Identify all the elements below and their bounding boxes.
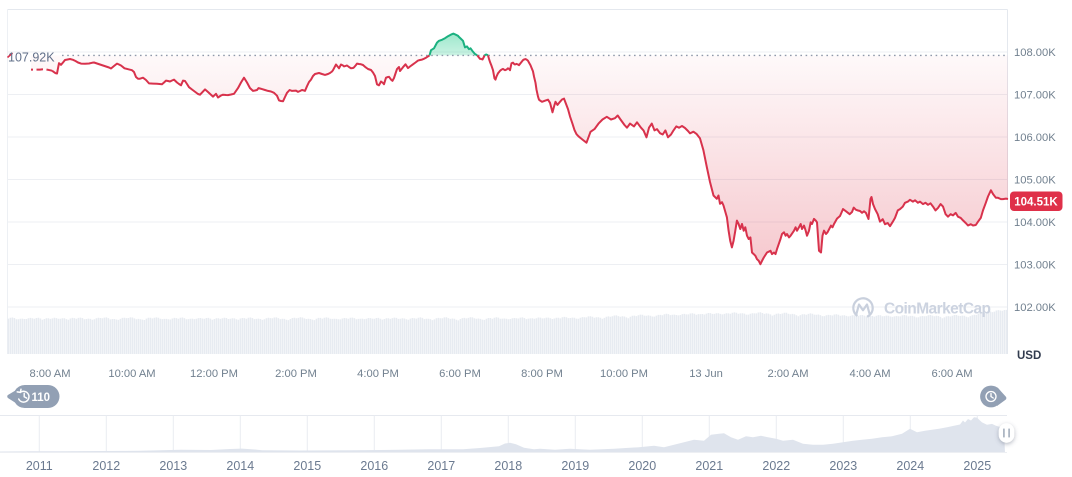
svg-text:8:00 PM: 8:00 PM — [521, 368, 563, 380]
svg-text:104.51K: 104.51K — [1014, 196, 1058, 208]
svg-text:2017: 2017 — [427, 459, 455, 473]
svg-text:2021: 2021 — [695, 459, 723, 473]
svg-text:6:00 AM: 6:00 AM — [931, 368, 972, 380]
svg-text:107.92K: 107.92K — [8, 51, 55, 65]
svg-text:13 Jun: 13 Jun — [689, 368, 723, 380]
svg-text:2019: 2019 — [561, 459, 589, 473]
svg-text:2018: 2018 — [494, 459, 522, 473]
svg-text:2014: 2014 — [226, 459, 254, 473]
svg-text:2011: 2011 — [26, 459, 53, 473]
svg-text:103.00K: 103.00K — [1014, 259, 1056, 271]
svg-text:12:00 PM: 12:00 PM — [190, 368, 238, 380]
svg-text:2015: 2015 — [293, 459, 321, 473]
svg-text:2:00 PM: 2:00 PM — [275, 368, 317, 380]
svg-text:CoinMarketCap: CoinMarketCap — [884, 301, 991, 318]
svg-text:4:00 AM: 4:00 AM — [849, 368, 890, 380]
svg-text:2023: 2023 — [829, 459, 857, 473]
svg-text:108.00K: 108.00K — [1014, 47, 1056, 59]
svg-text:2022: 2022 — [762, 459, 790, 473]
svg-text:104.00K: 104.00K — [1014, 217, 1056, 229]
svg-text:2016: 2016 — [360, 459, 388, 473]
svg-text:107.00K: 107.00K — [1014, 89, 1056, 101]
svg-text:2:00 AM: 2:00 AM — [767, 368, 808, 380]
svg-text:USD: USD — [1017, 350, 1041, 362]
svg-text:10:00 PM: 10:00 PM — [600, 368, 648, 380]
svg-text:2024: 2024 — [896, 459, 924, 473]
svg-text:2012: 2012 — [92, 459, 120, 473]
svg-text:4:00 PM: 4:00 PM — [357, 368, 399, 380]
svg-text:105.00K: 105.00K — [1014, 174, 1056, 186]
svg-text:10:00 AM: 10:00 AM — [108, 368, 155, 380]
svg-text:102.00K: 102.00K — [1014, 302, 1056, 314]
svg-text:2020: 2020 — [628, 459, 656, 473]
svg-text:8:00 AM: 8:00 AM — [29, 368, 70, 380]
svg-text:2013: 2013 — [159, 459, 187, 473]
svg-text:110: 110 — [32, 392, 51, 404]
svg-text:6:00 PM: 6:00 PM — [439, 368, 481, 380]
svg-text:106.00K: 106.00K — [1014, 132, 1056, 144]
svg-text:2025: 2025 — [963, 459, 991, 473]
